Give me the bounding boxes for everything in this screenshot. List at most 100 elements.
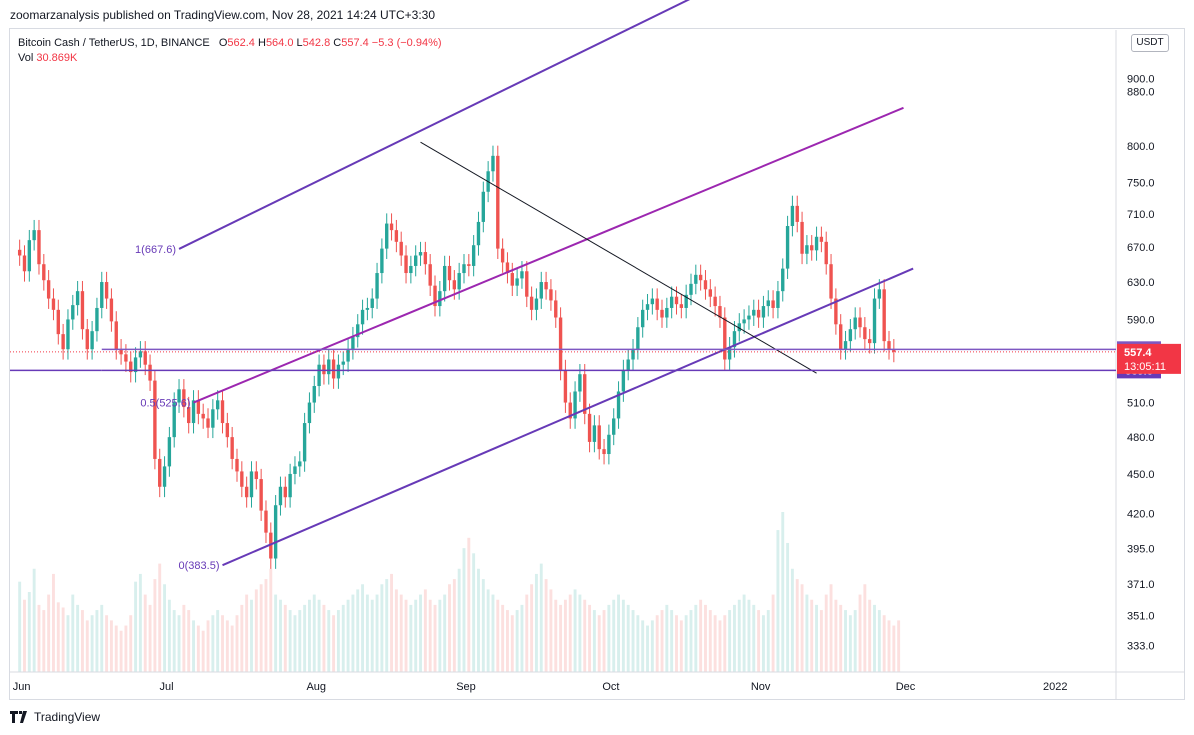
candle-body	[442, 265, 447, 292]
candle-body	[539, 282, 543, 299]
volume-bar	[438, 599, 442, 672]
volume-bar	[138, 573, 142, 672]
volume-bar	[85, 620, 89, 672]
volume-bar	[679, 620, 683, 672]
candle-body	[848, 329, 853, 342]
candle-body	[394, 230, 399, 242]
candle-body	[583, 374, 587, 414]
volume-bar	[177, 615, 181, 672]
volume-bar	[443, 594, 447, 672]
candle-body	[438, 291, 442, 307]
candle-body	[138, 351, 143, 358]
candle-body	[42, 264, 46, 281]
volume-bar	[18, 581, 22, 672]
volume-bar	[182, 604, 186, 672]
candle-body	[249, 471, 254, 498]
footer-brand[interactable]: TradingView	[10, 710, 100, 724]
candle-body	[288, 473, 292, 498]
volume-bar	[42, 610, 46, 672]
volume-bar	[196, 625, 200, 672]
volume-bar	[206, 620, 210, 672]
candle-body	[71, 305, 75, 320]
candle-body	[790, 205, 795, 227]
last-price-tag	[1117, 343, 1181, 374]
volume-bar	[225, 620, 229, 672]
candle-body	[602, 449, 606, 455]
volume-bar	[361, 584, 365, 672]
volume-bar	[684, 615, 688, 672]
volume-bar	[274, 594, 278, 672]
candle-body	[302, 423, 307, 462]
candle-body	[375, 273, 379, 299]
volume-bar	[805, 594, 809, 672]
candle-body	[278, 486, 283, 506]
candle-body	[819, 236, 824, 242]
currency-button[interactable]: USDT	[1131, 34, 1169, 52]
candles-layer	[17, 145, 896, 569]
candle-body	[805, 245, 809, 254]
volume-bar	[636, 615, 640, 672]
volume-bar	[665, 604, 669, 672]
volume-bar	[554, 599, 558, 672]
volume-bar	[882, 615, 886, 672]
candle-body	[51, 298, 56, 310]
candle-body	[360, 309, 365, 325]
volume-bar	[32, 568, 36, 672]
candle-body	[781, 268, 785, 292]
candle-body	[104, 282, 109, 299]
candle-body	[718, 306, 722, 318]
volume-bar	[211, 615, 215, 672]
volume-bar	[153, 579, 157, 672]
volume-bar	[235, 615, 239, 672]
candle-body	[341, 361, 345, 365]
publisher-line: zoomarzanalysis published on TradingView…	[10, 8, 436, 22]
candle-body	[520, 271, 524, 279]
candle-body	[244, 486, 249, 498]
volume-bar	[201, 630, 205, 672]
volume-bar	[365, 594, 369, 672]
volume-bar	[612, 599, 616, 672]
volume-bar	[853, 610, 857, 672]
volume-bar	[105, 615, 109, 672]
candle-body	[549, 289, 553, 301]
volume-bar	[728, 610, 732, 672]
candle-body	[843, 341, 848, 350]
countdown-tag-text: 13:05:11	[1124, 361, 1166, 373]
candle-body	[660, 309, 664, 318]
candle-body	[196, 400, 201, 414]
candle-body	[529, 296, 534, 310]
volume-bar	[380, 584, 384, 672]
volume-bar	[592, 610, 596, 672]
volume-bar	[839, 604, 843, 672]
volume-bar	[858, 594, 862, 672]
volume-bar	[100, 604, 104, 672]
candle-body	[587, 413, 592, 442]
legend-close-label: C	[333, 37, 342, 49]
candle-body	[689, 283, 693, 295]
volume-bar	[216, 610, 220, 672]
candle-body	[694, 274, 698, 284]
downtrend-line	[420, 141, 817, 374]
candle-body	[558, 317, 563, 370]
candle-body	[752, 309, 756, 316]
volume-bar	[356, 589, 360, 672]
volume-bar	[433, 604, 437, 672]
volume-bar	[298, 610, 302, 672]
candle-body	[766, 300, 770, 307]
pitchfork-median-line	[193, 106, 904, 404]
y-tick-label: 800.0	[1127, 141, 1155, 153]
volume-bar	[385, 579, 389, 672]
volume-bar	[873, 604, 876, 672]
volume-bar	[119, 630, 123, 672]
volume-bar	[834, 599, 838, 672]
candle-body	[684, 294, 688, 308]
volume-bar	[660, 610, 664, 672]
volume-bar	[428, 599, 432, 672]
candle-body	[698, 274, 703, 281]
volume-bar	[733, 604, 736, 672]
candle-body	[61, 334, 65, 350]
candle-body	[491, 155, 495, 172]
y-tick-label: 670.0	[1127, 242, 1155, 254]
fib-level-label: 0(383.5)	[179, 560, 220, 572]
